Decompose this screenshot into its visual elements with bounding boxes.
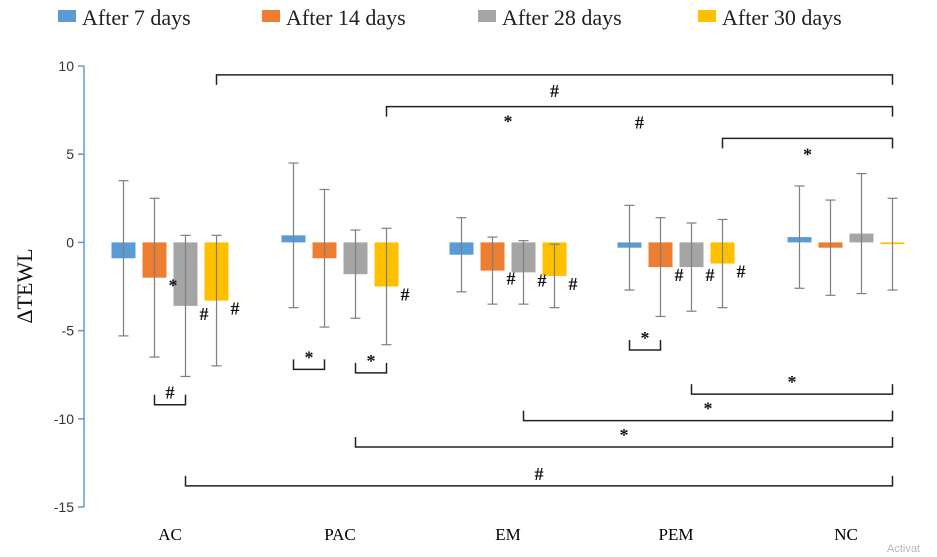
significance-mark: # xyxy=(507,269,516,289)
legend-label-3: After 28 days xyxy=(502,5,622,30)
bracket-label: # xyxy=(166,383,175,403)
legend-swatch-1 xyxy=(58,10,76,22)
legend-label-4: After 30 days xyxy=(722,5,842,30)
significance-mark: # xyxy=(538,270,547,290)
bracket-label: # xyxy=(550,81,559,101)
corner-watermark: Activat xyxy=(887,543,920,555)
significance-bracket xyxy=(721,137,894,149)
category-label-em: EM xyxy=(495,525,521,544)
bracket-label: * xyxy=(641,328,650,348)
significance-bracket xyxy=(215,74,894,85)
significance-bracket xyxy=(628,340,662,351)
y-tick-label: 5 xyxy=(66,146,74,162)
category-label-pac: PAC xyxy=(324,525,356,544)
significance-bracket xyxy=(522,410,894,422)
bracket-label: * xyxy=(367,351,376,371)
significance-mark: # xyxy=(706,265,715,285)
floating-mark: * xyxy=(504,112,513,132)
significance-mark: # xyxy=(231,299,240,319)
y-tick-label: -15 xyxy=(54,499,74,515)
significance-mark: # xyxy=(737,262,746,282)
significance-bracket xyxy=(292,359,326,371)
bracket-label: # xyxy=(535,464,544,484)
legend-label-2: After 14 days xyxy=(286,5,406,30)
significance-mark: # xyxy=(401,285,410,305)
significance-mark: * xyxy=(169,276,178,296)
significance-bracket xyxy=(354,362,388,374)
legend-swatch-4 xyxy=(698,10,716,22)
legend-swatch-2 xyxy=(262,10,280,22)
significance-mark: # xyxy=(200,304,209,324)
bracket-label: * xyxy=(803,144,812,164)
significance-bracket xyxy=(690,384,894,395)
bracket-label: * xyxy=(620,425,629,445)
legend-swatch-3 xyxy=(478,10,496,22)
bracket-label: * xyxy=(704,399,713,419)
y-tick-label: 0 xyxy=(66,234,74,250)
legend-label-1: After 7 days xyxy=(82,5,191,30)
y-tick-label: -10 xyxy=(54,411,74,427)
significance-bracket xyxy=(354,437,894,448)
significance-bracket xyxy=(184,475,894,487)
bracket-label: * xyxy=(788,372,797,392)
bracket-label: # xyxy=(635,113,644,133)
category-label-pem: PEM xyxy=(659,525,694,544)
y-tick-label: -5 xyxy=(62,323,75,339)
category-label-nc: NC xyxy=(834,525,858,544)
bracket-label: * xyxy=(305,347,314,367)
category-label-ac: AC xyxy=(158,525,182,544)
significance-mark: # xyxy=(675,265,684,285)
significance-bracket xyxy=(385,105,894,117)
y-axis-label: ΔTEWL xyxy=(12,248,37,323)
significance-bracket xyxy=(153,394,187,406)
y-tick-label: 10 xyxy=(58,58,74,74)
significance-mark: # xyxy=(569,274,578,294)
